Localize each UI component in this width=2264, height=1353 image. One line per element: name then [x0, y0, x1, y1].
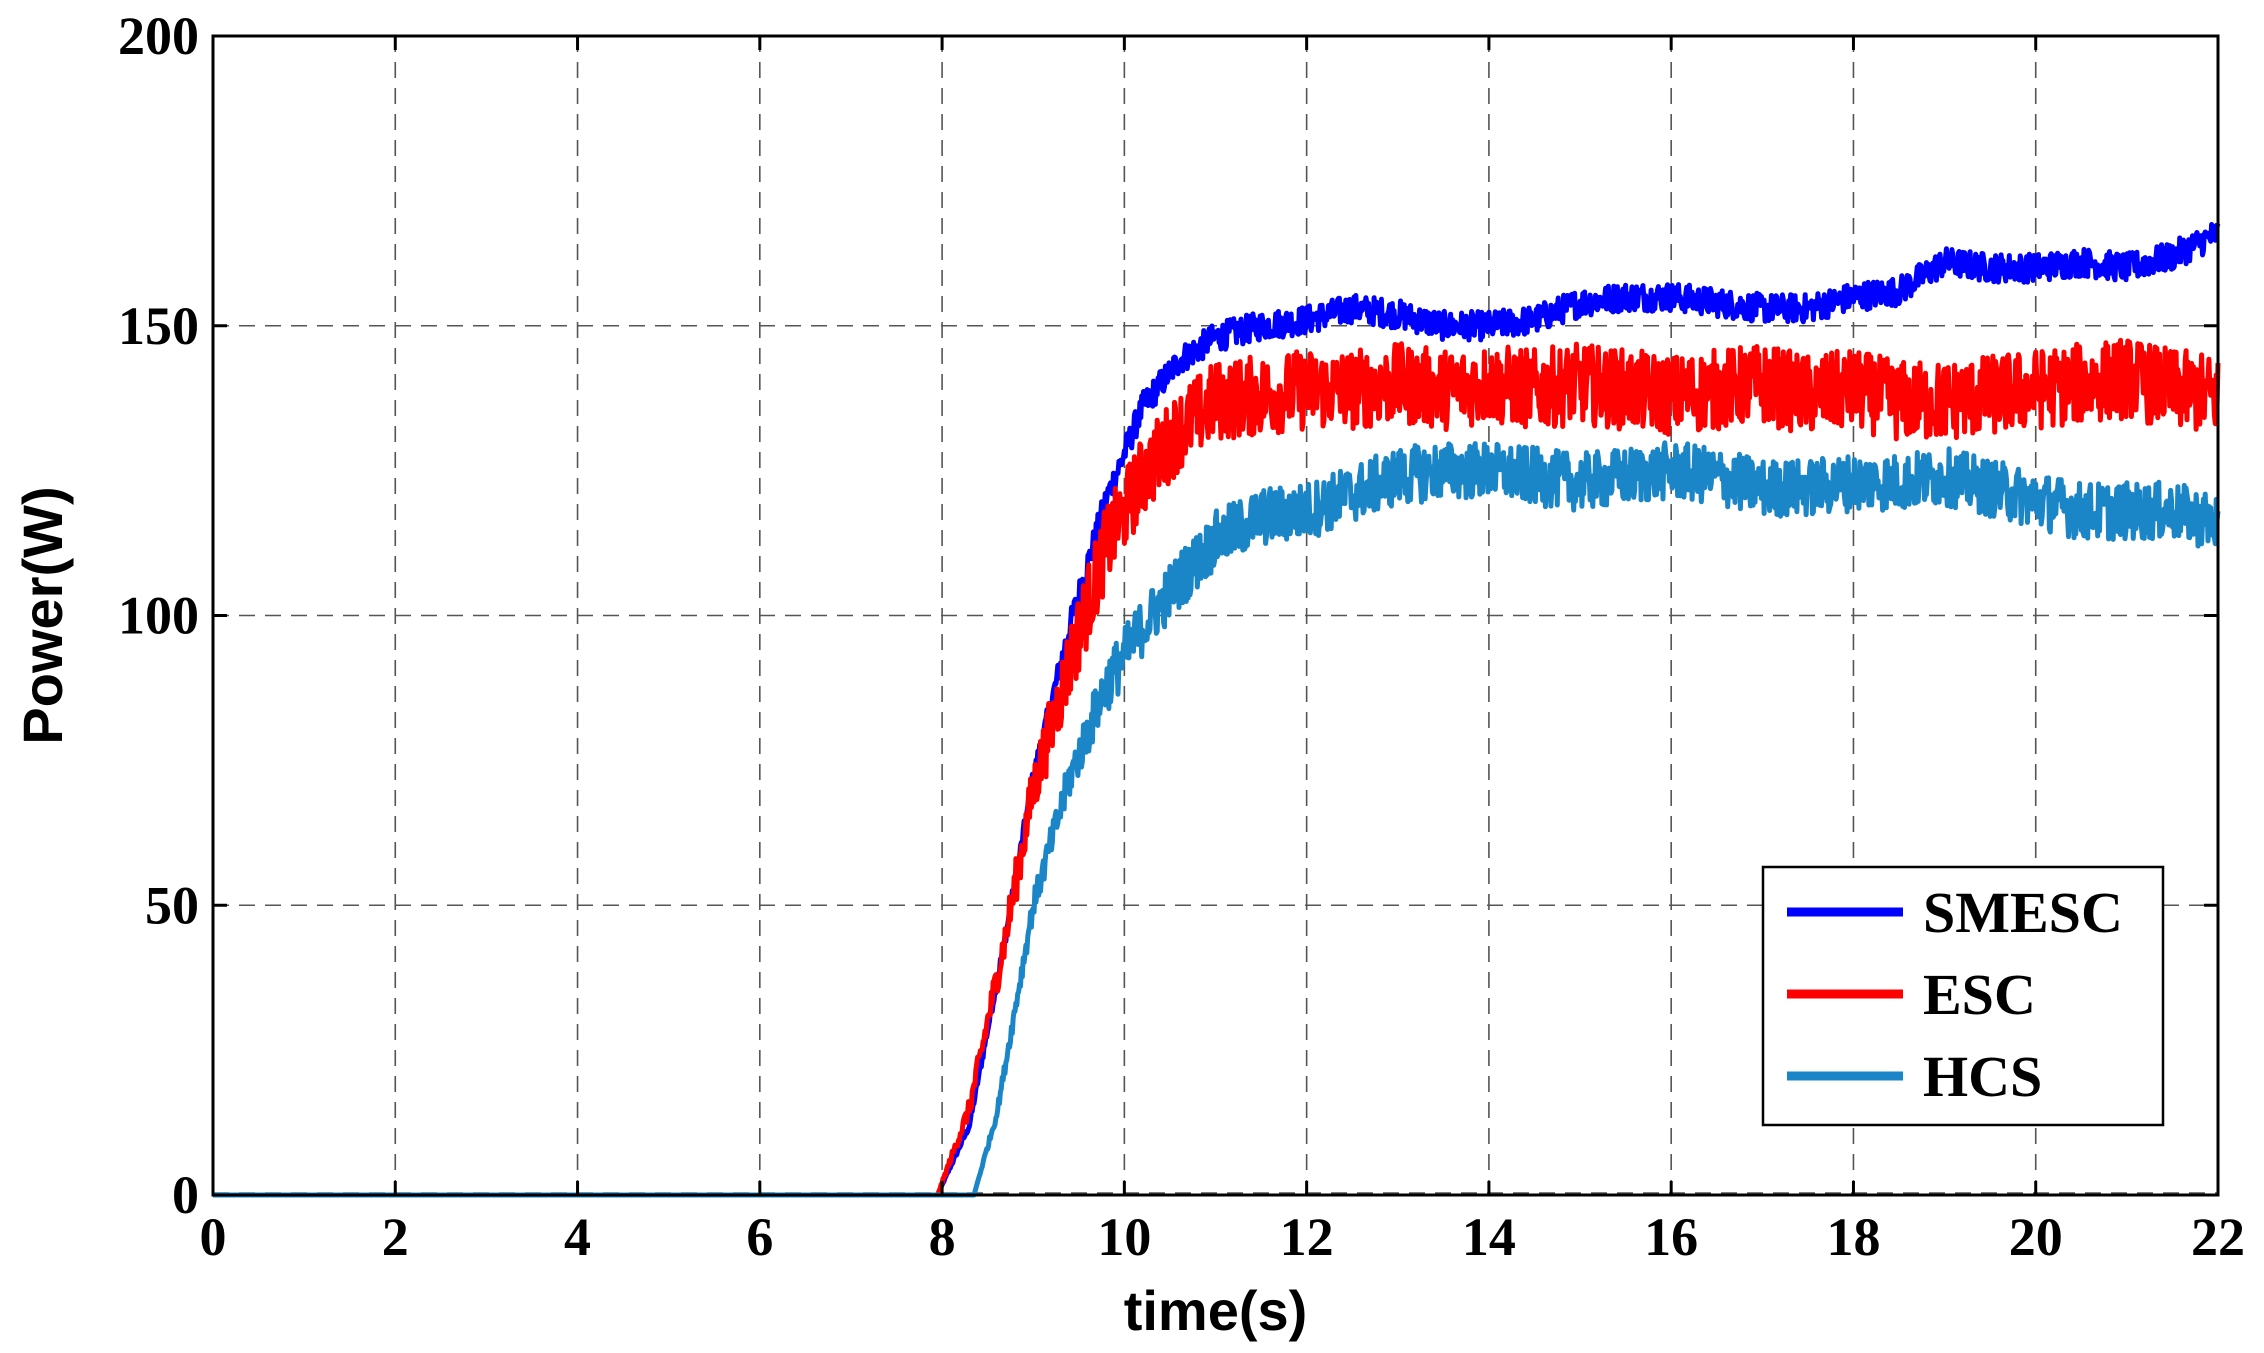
- x-tick-label: 10: [1097, 1207, 1151, 1267]
- y-axis-label: Power(W): [11, 486, 74, 744]
- y-tick-label: 200: [118, 6, 199, 66]
- y-tick-label: 150: [118, 296, 199, 356]
- x-tick-label: 8: [929, 1207, 956, 1267]
- legend-label-hcs: HCS: [1923, 1044, 2042, 1109]
- legend-label-esc: ESC: [1923, 962, 2036, 1027]
- x-tick-label: 16: [1644, 1207, 1698, 1267]
- y-tick-label: 0: [172, 1165, 199, 1225]
- x-tick-label: 14: [1462, 1207, 1516, 1267]
- legend-label-smesc: SMESC: [1923, 880, 2123, 945]
- x-tick-label: 20: [2009, 1207, 2063, 1267]
- x-tick-label: 18: [1826, 1207, 1880, 1267]
- x-tick-label: 22: [2191, 1207, 2245, 1267]
- x-tick-label: 4: [564, 1207, 591, 1267]
- x-tick-label: 12: [1280, 1207, 1334, 1267]
- legend: SMESC ESC HCS: [1761, 865, 2165, 1127]
- x-tick-label: 2: [382, 1207, 409, 1267]
- y-tick-label: 50: [145, 875, 199, 935]
- x-tick-label: 0: [200, 1207, 227, 1267]
- x-axis-label: time(s): [1124, 1279, 1308, 1342]
- y-tick-label: 100: [118, 586, 199, 646]
- axis-ticks: 0 2 4 6 8 10 12 14 16 18 20 22 0 50 100 150 200: [118, 6, 2245, 1267]
- x-tick-label: 6: [746, 1207, 773, 1267]
